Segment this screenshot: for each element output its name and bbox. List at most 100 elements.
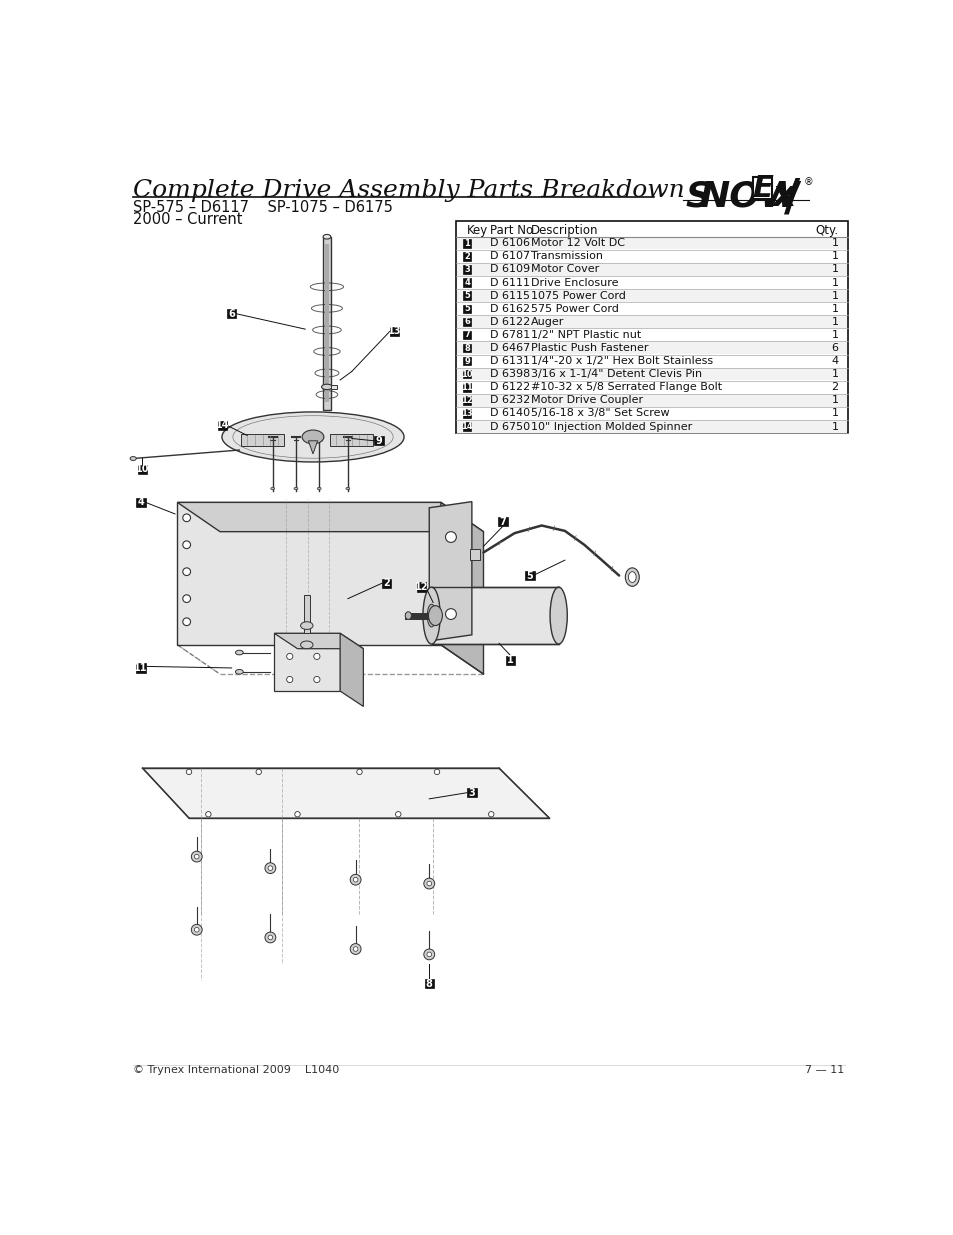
- Bar: [462, 305, 471, 312]
- Text: 575 Power Cord: 575 Power Cord: [530, 304, 618, 314]
- Text: D 6781: D 6781: [489, 330, 530, 340]
- Polygon shape: [340, 634, 363, 706]
- Bar: [456, 289, 846, 301]
- Circle shape: [265, 863, 275, 873]
- Ellipse shape: [130, 457, 136, 461]
- Text: NOW: NOW: [699, 179, 799, 212]
- Text: 4: 4: [137, 498, 144, 508]
- Bar: [456, 354, 846, 367]
- Ellipse shape: [235, 651, 243, 655]
- Text: Motor 12 Volt DC: Motor 12 Volt DC: [530, 238, 624, 248]
- Bar: [217, 421, 227, 430]
- Text: Qty.: Qty.: [815, 225, 838, 237]
- Text: 1: 1: [831, 304, 838, 314]
- Bar: [462, 396, 471, 405]
- Ellipse shape: [346, 488, 350, 490]
- Text: 1: 1: [831, 330, 838, 340]
- Circle shape: [353, 947, 357, 951]
- Circle shape: [183, 568, 191, 576]
- Text: x: x: [772, 179, 795, 212]
- Text: 3/16 x 1-1/4" Detent Clevis Pin: 3/16 x 1-1/4" Detent Clevis Pin: [530, 369, 701, 379]
- Circle shape: [350, 874, 360, 885]
- Text: Motor Cover: Motor Cover: [530, 264, 598, 274]
- Ellipse shape: [405, 611, 411, 620]
- Polygon shape: [308, 441, 317, 454]
- Polygon shape: [330, 433, 373, 446]
- Bar: [431, 587, 558, 645]
- Circle shape: [183, 514, 191, 521]
- Text: D 6107: D 6107: [489, 252, 529, 262]
- Text: 12: 12: [415, 582, 428, 592]
- Ellipse shape: [321, 384, 332, 389]
- Text: E: E: [751, 174, 772, 203]
- Bar: [753, 178, 771, 199]
- Text: 3: 3: [468, 788, 475, 798]
- Bar: [470, 548, 479, 561]
- Text: Motor Drive Coupler: Motor Drive Coupler: [530, 395, 642, 405]
- Text: 13: 13: [387, 326, 400, 336]
- Bar: [462, 278, 471, 287]
- Ellipse shape: [235, 669, 243, 674]
- Text: SP-575 – D6117    SP-1075 – D6175: SP-575 – D6117 SP-1075 – D6175: [133, 200, 393, 215]
- Text: Auger: Auger: [530, 317, 563, 327]
- Text: 4: 4: [464, 278, 470, 287]
- Text: 1: 1: [831, 409, 838, 419]
- Polygon shape: [177, 503, 440, 645]
- Text: 14: 14: [215, 420, 229, 431]
- Text: 1: 1: [831, 252, 838, 262]
- Text: D 6750: D 6750: [489, 421, 529, 431]
- Polygon shape: [241, 433, 284, 446]
- Text: 8: 8: [425, 978, 433, 989]
- Text: 14: 14: [461, 422, 473, 431]
- Polygon shape: [177, 503, 483, 531]
- Bar: [462, 291, 471, 300]
- Circle shape: [194, 855, 199, 858]
- Text: Drive Enclosure: Drive Enclosure: [530, 278, 618, 288]
- Bar: [505, 656, 515, 664]
- Text: 9: 9: [375, 436, 382, 446]
- Text: #10-32 x 5/8 Serrated Flange Bolt: #10-32 x 5/8 Serrated Flange Bolt: [530, 383, 721, 393]
- Text: 2000 – Current: 2000 – Current: [133, 212, 242, 227]
- Text: 1/4"-20 x 1/2" Hex Bolt Stainless: 1/4"-20 x 1/2" Hex Bolt Stainless: [530, 356, 712, 366]
- Text: D 6122: D 6122: [489, 317, 530, 327]
- Bar: [462, 357, 471, 366]
- Text: 7 — 11: 7 — 11: [804, 1065, 843, 1074]
- Circle shape: [192, 851, 202, 862]
- Bar: [374, 436, 383, 446]
- Ellipse shape: [624, 568, 639, 587]
- Text: Transmission: Transmission: [530, 252, 602, 262]
- Text: Part No.: Part No.: [489, 225, 536, 237]
- Bar: [497, 517, 507, 526]
- Bar: [456, 368, 846, 380]
- Polygon shape: [142, 768, 549, 818]
- Bar: [456, 237, 846, 249]
- Circle shape: [268, 866, 273, 871]
- Bar: [525, 571, 534, 580]
- Bar: [462, 370, 471, 378]
- Bar: [462, 266, 471, 274]
- Bar: [303, 595, 310, 634]
- Text: 1/2" NPT Plastic nut: 1/2" NPT Plastic nut: [530, 330, 640, 340]
- Bar: [331, 384, 336, 389]
- Text: D 6398: D 6398: [489, 369, 530, 379]
- Polygon shape: [274, 634, 363, 648]
- Text: 7: 7: [499, 516, 506, 526]
- Text: D 6131: D 6131: [489, 356, 529, 366]
- Text: 5: 5: [464, 304, 470, 314]
- Text: D 6232: D 6232: [489, 395, 530, 405]
- Text: 1: 1: [831, 317, 838, 327]
- Text: 3: 3: [464, 266, 470, 274]
- Circle shape: [294, 811, 300, 816]
- Text: D 6467: D 6467: [489, 343, 530, 353]
- Bar: [456, 263, 846, 275]
- Text: 5/16-18 x 3/8" Set Screw: 5/16-18 x 3/8" Set Screw: [530, 409, 669, 419]
- Text: 2: 2: [464, 252, 470, 261]
- Bar: [136, 663, 146, 673]
- Bar: [323, 237, 331, 410]
- Ellipse shape: [294, 488, 297, 490]
- Ellipse shape: [628, 572, 636, 583]
- Bar: [462, 317, 471, 326]
- Circle shape: [268, 935, 273, 940]
- Bar: [456, 303, 846, 315]
- Bar: [227, 309, 236, 319]
